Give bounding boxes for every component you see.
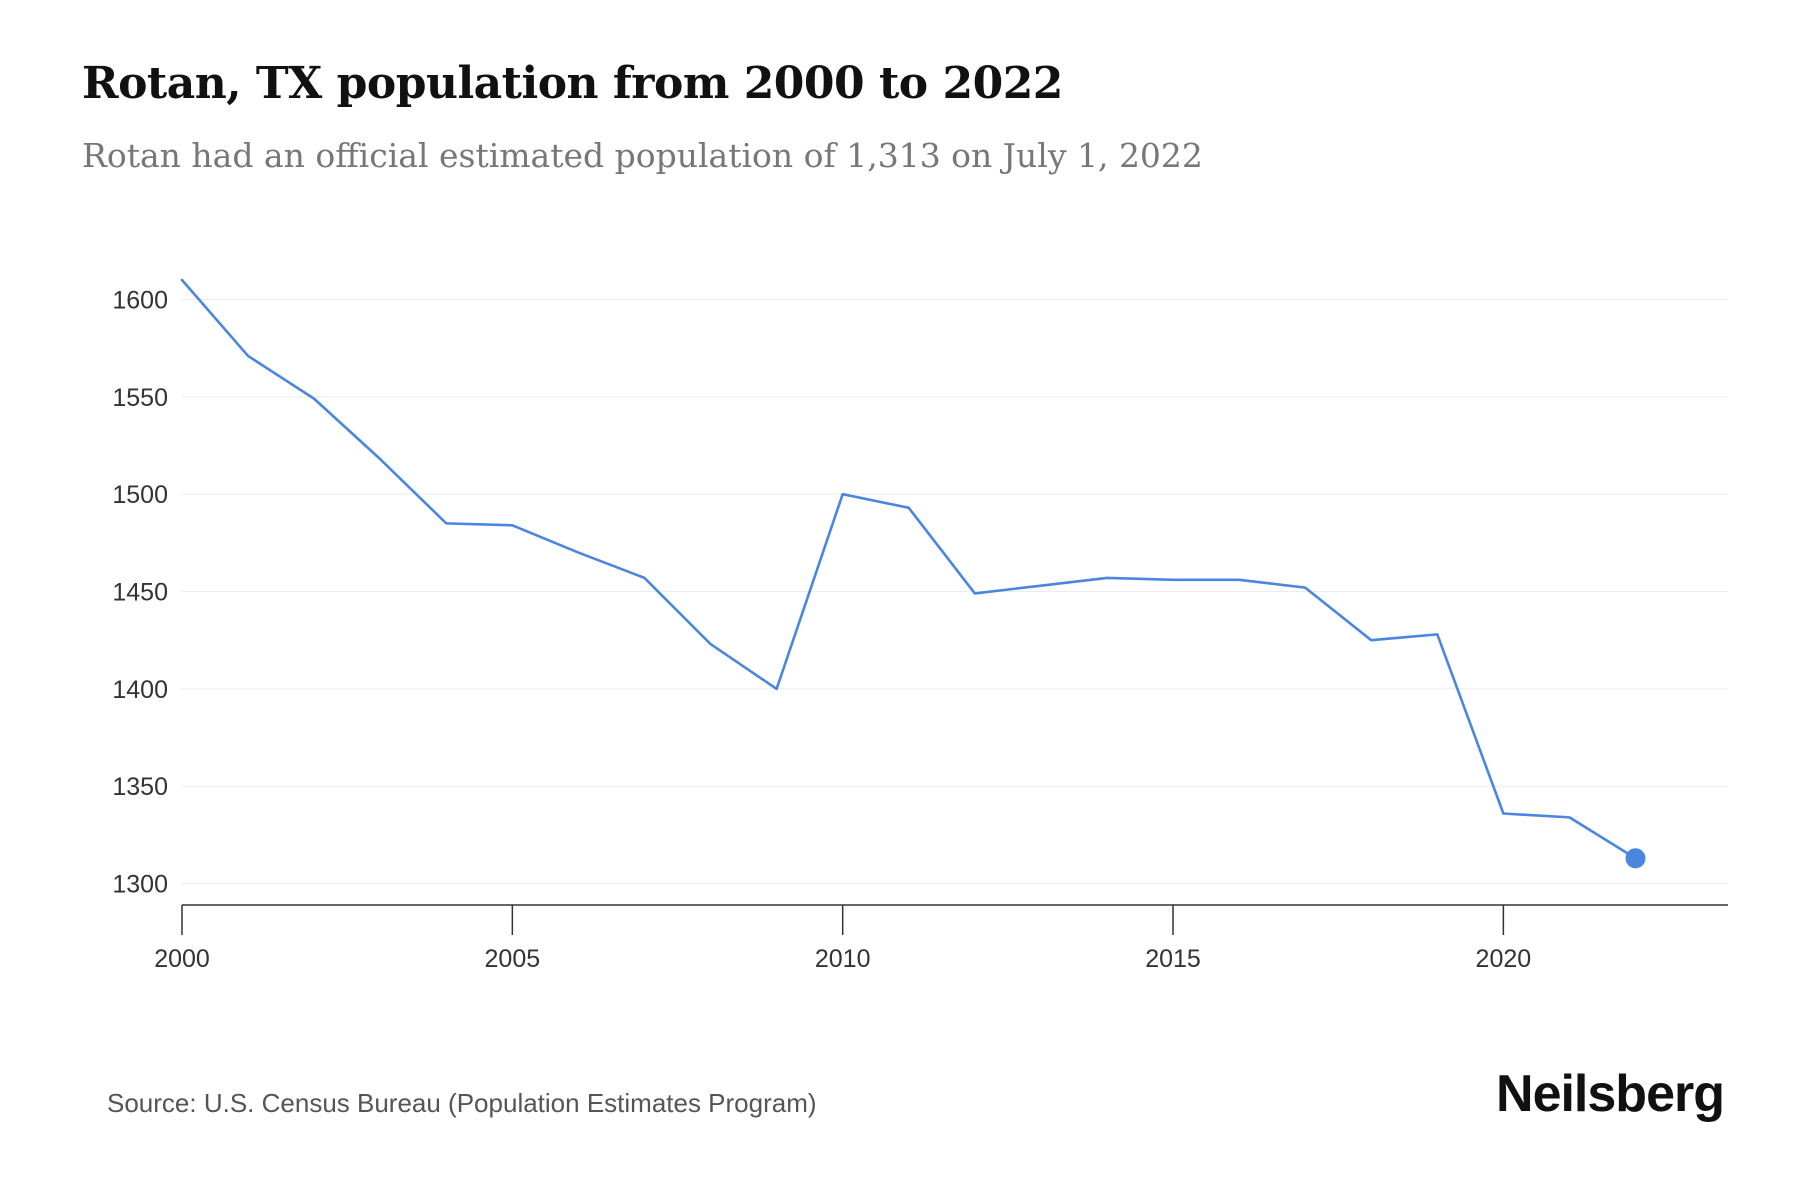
source-note: Source: U.S. Census Bureau (Population E… [107, 1088, 817, 1118]
x-tick-label: 2005 [485, 945, 541, 973]
y-tick-label: 1300 [112, 871, 168, 899]
y-tick-label: 1350 [112, 773, 168, 801]
y-tick-label: 1600 [112, 286, 168, 314]
brand-logo: Neilsberg [1496, 1065, 1725, 1123]
x-tick-label: 2010 [815, 945, 871, 973]
y-tick-label: 1500 [112, 481, 168, 509]
y-tick-label: 1400 [112, 676, 168, 704]
last-point-marker [1625, 848, 1646, 869]
x-tick-label: 2000 [154, 945, 210, 973]
population-series-line [180, 278, 1637, 860]
x-tick-label: 2020 [1476, 945, 1532, 973]
chart-subtitle: Rotan had an official estimated populati… [82, 136, 1203, 175]
chart-title: Rotan, TX population from 2000 to 2022 [82, 58, 1063, 109]
y-tick-label: 1550 [112, 384, 168, 412]
y-tick-label: 1450 [112, 579, 168, 607]
x-tick-label: 2015 [1145, 945, 1201, 973]
